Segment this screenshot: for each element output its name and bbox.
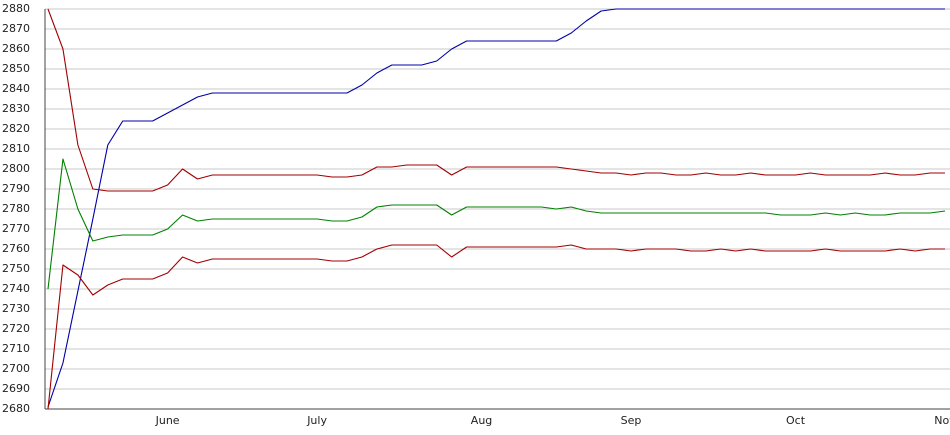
y-tick-label: 2780 — [2, 202, 30, 215]
y-tick-label: 2860 — [2, 42, 30, 55]
y-tick-label: 2790 — [2, 182, 30, 195]
series-line — [47, 8, 945, 408]
y-tick-label: 2810 — [2, 142, 30, 155]
y-tick-label: 2760 — [2, 242, 30, 255]
y-tick-label: 2680 — [2, 402, 30, 415]
y-tick-label: 2800 — [2, 162, 30, 175]
series-line — [47, 244, 945, 410]
series-line — [47, 8, 945, 192]
x-tick-label: July — [306, 414, 327, 427]
y-tick-label: 2710 — [2, 342, 30, 355]
y-tick-label: 2690 — [2, 382, 30, 395]
y-tick-label: 2820 — [2, 122, 30, 135]
x-tick-label: Aug — [471, 414, 492, 427]
x-tick-label: Oct — [786, 414, 806, 427]
y-tick-label: 2740 — [2, 282, 30, 295]
y-tick-label: 2700 — [2, 362, 30, 375]
x-tick-label: Nov — [934, 414, 950, 427]
series-line — [47, 158, 946, 290]
x-tick-label: June — [155, 414, 180, 427]
y-tick-label: 2730 — [2, 302, 30, 315]
y-tick-label: 2830 — [2, 102, 30, 115]
x-tick-label: Sep — [621, 414, 642, 427]
y-tick-label: 2880 — [2, 2, 30, 15]
y-tick-label: 2840 — [2, 82, 30, 95]
y-tick-label: 2750 — [2, 262, 30, 275]
y-tick-label: 2720 — [2, 322, 30, 335]
y-tick-label: 2770 — [2, 222, 30, 235]
y-tick-label: 2870 — [2, 22, 30, 35]
y-tick-label: 2850 — [2, 62, 30, 75]
